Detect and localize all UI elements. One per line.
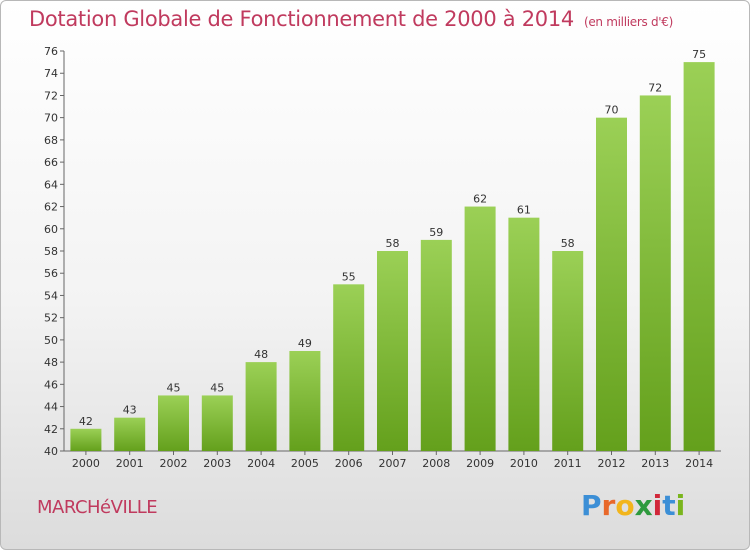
bar-2010 [508, 217, 540, 451]
y-tick-label: 74 [44, 67, 58, 80]
y-tick-label: 46 [44, 378, 58, 391]
y-tick-label: 50 [44, 334, 58, 347]
x-tick-label: 2000 [72, 457, 100, 470]
y-tick-label: 44 [44, 401, 58, 414]
bar-value-label: 75 [692, 48, 706, 61]
y-tick-label: 60 [44, 223, 58, 236]
x-tick-label: 2005 [291, 457, 319, 470]
y-tick-label: 64 [44, 178, 58, 191]
bar-value-label: 58 [386, 237, 400, 250]
bar-2003 [201, 395, 233, 451]
logo-letter: t [662, 489, 676, 522]
bar-value-label: 49 [298, 337, 312, 350]
bar-2013 [639, 95, 671, 451]
bars [70, 62, 715, 452]
x-tick-label: 2004 [247, 457, 275, 470]
bar-2002 [158, 395, 189, 451]
y-tick-label: 70 [44, 112, 58, 125]
x-tick-label: 2006 [335, 457, 363, 470]
logo-letter: r [601, 489, 616, 522]
bar-value-label: 62 [473, 193, 487, 206]
x-tick-label: 2008 [422, 457, 450, 470]
y-tick-label: 40 [44, 445, 58, 458]
logo-letter: o [615, 489, 635, 522]
bar-value-label: 58 [561, 237, 575, 250]
y-tick-label: 42 [44, 423, 58, 436]
bar-2014 [683, 62, 715, 451]
chart-title: Dotation Globale de Fonctionnement de 20… [29, 7, 673, 31]
chart-title-text: Dotation Globale de Fonctionnement de 20… [29, 7, 574, 31]
logo-letter: x [634, 489, 653, 522]
x-tick-label: 2010 [510, 457, 538, 470]
bar-value-label: 42 [79, 415, 93, 428]
y-tick-label: 68 [44, 134, 58, 147]
bar-2011 [552, 251, 584, 451]
chart-subtitle: (en milliers d'€) [583, 15, 673, 29]
commune-name: MARCHéVILLE [37, 497, 158, 518]
x-tick-label: 2011 [554, 457, 582, 470]
y-axis: 40 42 44 46 48 50 52 54 56 58 60 62 64 66 68 70 72 74 76 [44, 45, 65, 458]
x-tick-label: 2013 [641, 457, 669, 470]
bar-2007 [377, 251, 408, 451]
x-tick-label: 2014 [685, 457, 713, 470]
bar-2012 [596, 117, 627, 452]
bar-2005 [289, 351, 321, 451]
x-tick-label: 2003 [203, 457, 231, 470]
bar-value-label: 72 [648, 81, 662, 94]
bar-2000 [70, 428, 102, 451]
proxiti-logo[interactable]: Proxiti [581, 489, 685, 522]
bar-2004 [245, 362, 277, 451]
y-tick-label: 62 [44, 201, 58, 214]
y-tick-label: 52 [44, 312, 58, 325]
bar-value-label: 45 [167, 381, 181, 394]
logo-letter: P [581, 489, 602, 522]
y-tick-label: 76 [44, 45, 58, 58]
bar-value-label: 55 [342, 270, 356, 283]
bar-labels: 42 43 45 45 48 49 55 58 59 62 61 58 70 72 75 [79, 48, 706, 428]
bar-value-label: 70 [605, 104, 619, 117]
y-tick-label: 56 [44, 267, 58, 280]
bar-value-label: 43 [123, 404, 137, 417]
logo-letter: i [652, 489, 663, 522]
bar-2006 [333, 284, 365, 451]
y-tick-label: 54 [44, 289, 58, 302]
bar-value-label: 59 [429, 226, 443, 239]
y-tick-label: 58 [44, 245, 58, 258]
x-tick-label: 2007 [379, 457, 407, 470]
x-tick-label: 2009 [466, 457, 494, 470]
bar-value-label: 45 [210, 381, 224, 394]
bar-2009 [464, 206, 496, 451]
y-tick-label: 48 [44, 356, 58, 369]
bar-value-label: 48 [254, 348, 268, 361]
bar-value-label: 61 [517, 204, 531, 217]
bar-2008 [420, 239, 452, 451]
bar-2001 [114, 417, 146, 451]
x-axis: 2000 2001 2002 2003 2004 2005 2006 2007 2008 2009… [64, 450, 721, 470]
y-tick-label: 66 [44, 156, 58, 169]
x-tick-label: 2012 [598, 457, 626, 470]
x-tick-label: 2001 [116, 457, 144, 470]
y-tick-label: 72 [44, 89, 58, 102]
x-tick-label: 2002 [160, 457, 188, 470]
logo-letter: i [675, 489, 686, 522]
